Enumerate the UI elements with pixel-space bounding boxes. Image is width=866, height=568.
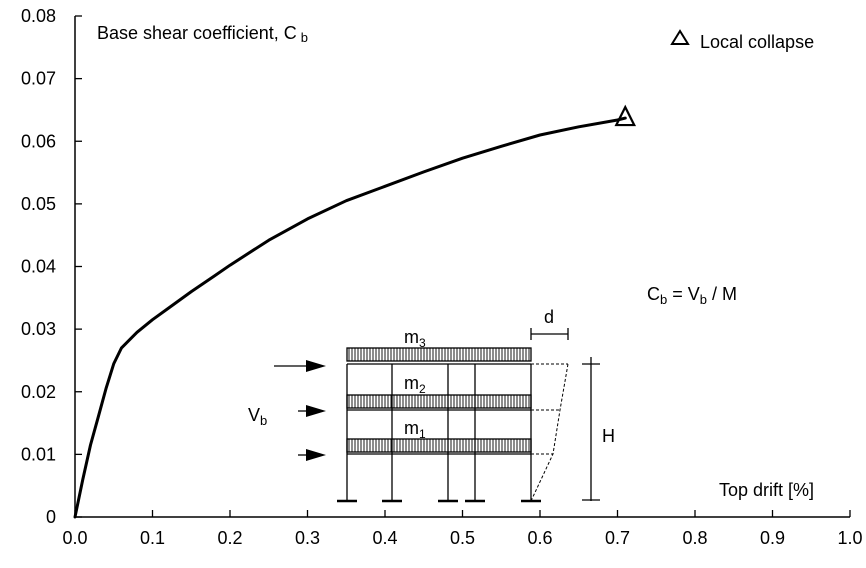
legend-label: Local collapse bbox=[700, 32, 814, 52]
x-ticks: 0.0 0.1 0.2 0.3 0.4 0.5 0.6 0.7 0.8 0.9 1.0 bbox=[62, 510, 863, 548]
y-tick-label: 0.06 bbox=[21, 131, 56, 151]
x-tick-label: 0.1 bbox=[140, 528, 165, 548]
frame-diagram bbox=[274, 328, 600, 503]
slab-1 bbox=[346, 438, 532, 453]
x-tick-label: 0.6 bbox=[527, 528, 552, 548]
slab-3 bbox=[346, 347, 532, 362]
mass-label-3: m3 bbox=[404, 327, 426, 350]
formula: Cb = Vb / M bbox=[647, 284, 737, 307]
y-tick-label: 0.08 bbox=[21, 6, 56, 26]
y-tick-label: 0 bbox=[46, 507, 56, 527]
y-tick-label: 0.01 bbox=[21, 444, 56, 464]
markers bbox=[614, 104, 637, 127]
x-tick-label: 0.4 bbox=[372, 528, 397, 548]
x-tick-label: 0.9 bbox=[760, 528, 785, 548]
x-tick-label: 1.0 bbox=[837, 528, 862, 548]
deformed-shape bbox=[530, 363, 569, 502]
mass-label-1: m1 bbox=[404, 418, 426, 441]
slab-2 bbox=[346, 394, 532, 409]
x-axis-label: Top drift [%] bbox=[719, 480, 814, 500]
x-tick-label: 0.8 bbox=[682, 528, 707, 548]
y-tick-label: 0.04 bbox=[21, 257, 56, 277]
d-label: d bbox=[544, 307, 554, 327]
legend: Local collapse bbox=[670, 29, 814, 52]
local-collapse-marker bbox=[614, 104, 637, 127]
y-tick-label: 0.02 bbox=[21, 382, 56, 402]
x-tick-label: 0.5 bbox=[450, 528, 475, 548]
y-tick-label: 0.03 bbox=[21, 319, 56, 339]
x-tick-label: 0.0 bbox=[62, 528, 87, 548]
h-label: H bbox=[602, 426, 615, 446]
legend-triangle-icon bbox=[670, 29, 690, 45]
y-tick-label: 0.07 bbox=[21, 69, 56, 89]
x-tick-label: 0.3 bbox=[295, 528, 320, 548]
vb-label: Vb bbox=[248, 405, 267, 428]
x-tick-label: 0.2 bbox=[217, 528, 242, 548]
pushover-curve bbox=[73, 116, 627, 519]
x-tick-label: 0.7 bbox=[605, 528, 630, 548]
mass-label-2: m2 bbox=[404, 373, 426, 396]
y-ticks: 0 0.01 0.02 0.03 0.04 0.05 0.06 0.07 0.08 bbox=[21, 6, 82, 527]
y-tick-label: 0.05 bbox=[21, 194, 56, 214]
